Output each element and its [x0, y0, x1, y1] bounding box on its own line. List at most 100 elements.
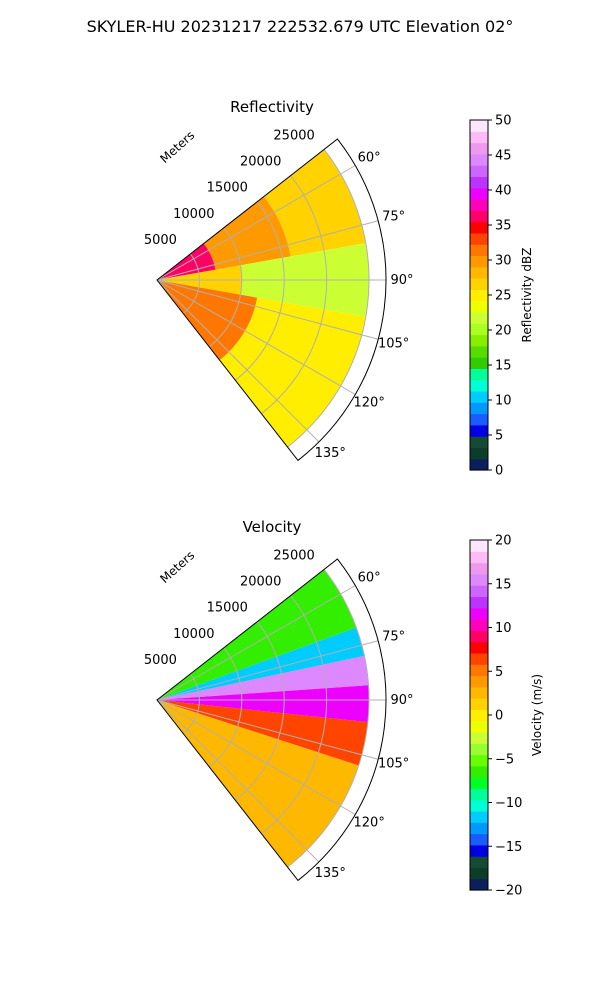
reflectivity-colorbar-tick-label: 35: [495, 219, 512, 234]
velocity-colorbar-swatch: [470, 867, 488, 880]
velocity-theta-tick-label: 90°: [390, 693, 413, 708]
reflectivity-colorbar-tick-label: 30: [495, 254, 512, 269]
velocity-theta-tick-label: 60°: [358, 571, 381, 586]
velocity-colorbar-tick-label: 10: [495, 621, 512, 636]
reflectivity-field-region: [203, 196, 291, 270]
reflectivity-radial-gridline: [156, 165, 356, 281]
reflectivity-colorbar-swatch: [470, 379, 488, 392]
velocity-colorbar-swatch: [470, 810, 488, 823]
velocity-polar-plot: 60° 75° 90° 105° 120° 135° 5000 10000 15000 20000…: [144, 548, 414, 881]
reflectivity-theta-tick-label: 90°: [390, 273, 413, 288]
velocity-radial-gridline: [156, 699, 320, 863]
reflectivity-colorbar-tick-label: 15: [495, 359, 512, 374]
velocity-colorbar-tick-label: −15: [495, 840, 522, 855]
velocity-colorbar-tick-label: 15: [495, 577, 512, 592]
reflectivity-range-ring: [287, 149, 370, 448]
reflectivity-sector-frame: [156, 138, 387, 462]
velocity-field-region: [157, 655, 369, 700]
reflectivity-colorbar-tick-label: 10: [495, 394, 512, 409]
reflectivity-field-region: [157, 243, 216, 280]
velocity-colorbar-swatch: [470, 619, 488, 631]
velocity-r-tick-label: 15000: [207, 601, 248, 616]
velocity-sector-frame: [156, 558, 387, 882]
reflectivity-r-tick-label: 20000: [240, 155, 281, 170]
reflectivity-colorbar: 0 5 10 15 20 25 30 35 40 45 50: [469, 114, 512, 479]
velocity-r-tick-label: 10000: [173, 627, 214, 642]
velocity-colorbar-swatch: [470, 562, 488, 575]
velocity-colorbar-swatch: [470, 709, 488, 722]
velocity-colorbar-swatch: [470, 573, 488, 586]
reflectivity-colorbar-swatch: [470, 458, 488, 471]
reflectivity-colorbar-swatch: [470, 153, 488, 166]
reflectivity-colorbar-swatch: [470, 187, 488, 200]
reflectivity-colorbar-swatch: [470, 176, 488, 189]
reflectivity-radial-gridline: [156, 279, 320, 443]
reflectivity-colorbar-swatch: [470, 278, 488, 290]
reflectivity-colorbar-tick-label: 40: [495, 184, 512, 199]
reflectivity-polar-plot: 60° 75° 90° 105° 120° 135° 5000 10000 15000 20000…: [144, 128, 414, 461]
reflectivity-colorbar-swatch: [470, 232, 488, 245]
reflectivity-colorbar-swatch: [470, 436, 488, 449]
velocity-colorbar-swatch: [470, 641, 488, 654]
reflectivity-colorbar-swatch: [470, 199, 488, 211]
reflectivity-range-ring: [208, 227, 243, 348]
velocity-colorbar-swatch: [470, 596, 488, 609]
velocity-r-tick-label: 5000: [144, 653, 177, 668]
reflectivity-colorbar-swatch: [470, 345, 488, 358]
reflectivity-radial-gridline: [156, 279, 379, 340]
velocity-colorbar-swatch: [470, 788, 488, 801]
reflectivity-colorbar-swatch: [470, 323, 488, 336]
velocity-colorbar-swatch: [470, 698, 488, 710]
velocity-colorbar-swatch: [470, 878, 488, 891]
velocity-colorbar-tick-label: 5: [495, 665, 503, 680]
reflectivity-theta-tick-label: 135°: [315, 446, 346, 461]
reflectivity-colorbar-swatch: [470, 244, 488, 257]
velocity-range-ring: [208, 647, 243, 768]
reflectivity-colorbar-swatch: [470, 120, 488, 132]
velocity-range-ring: [235, 621, 285, 801]
velocity-colorbar-swatch: [470, 833, 488, 846]
reflectivity-r-tick-label: 15000: [207, 181, 248, 196]
reflectivity-range-ring: [261, 175, 328, 415]
velocity-colorbar-swatch: [470, 720, 488, 733]
velocity-theta-tick-label: 135°: [315, 866, 346, 881]
reflectivity-colorbar-swatch: [470, 266, 488, 279]
reflectivity-colorbar-tick-label: 50: [495, 114, 512, 129]
velocity-colorbar-tick-label: −5: [495, 752, 514, 767]
reflectivity-colorbar-swatch: [470, 311, 488, 324]
velocity-colorbar-swatch: [470, 585, 488, 598]
velocity-colorbar-swatch: [470, 551, 488, 564]
reflectivity-colorbar-swatch: [470, 210, 488, 223]
velocity-title: Velocity: [243, 518, 302, 536]
reflectivity-colorbar-swatch: [470, 357, 488, 369]
velocity-colorbar-tick-label: 0: [495, 709, 503, 724]
reflectivity-r-tick-label: 10000: [173, 207, 214, 222]
reflectivity-colorbar-tick-label: 25: [495, 289, 512, 304]
velocity-colorbar-swatch: [470, 607, 488, 620]
reflectivity-colorbar-tick-label: 45: [495, 149, 512, 164]
reflectivity-range-ring: [182, 253, 200, 314]
reflectivity-theta-tick-label: 60°: [358, 151, 381, 166]
velocity-colorbar-swatch: [470, 754, 488, 767]
velocity-radial-gridline: [156, 699, 379, 760]
velocity-colorbar-tick-label: −10: [495, 796, 522, 811]
velocity-theta-tick-label: 105°: [378, 756, 409, 771]
velocity-radial-gridline: [156, 640, 379, 701]
reflectivity-r-tick-label: 5000: [144, 233, 177, 248]
reflectivity-r-axis-label: Meters: [157, 128, 197, 166]
reflectivity-colorbar-swatch: [470, 413, 488, 426]
reflectivity-colorbar-swatch: [470, 142, 488, 155]
reflectivity-colorbar-swatch: [470, 165, 488, 178]
velocity-colorbar-swatch: [470, 777, 488, 789]
reflectivity-field-region: [263, 149, 366, 257]
reflectivity-panel: Reflectivity 60° 75° 90° 105° 120° 135° 5000 10…: [144, 98, 534, 479]
reflectivity-colorbar-swatch: [470, 447, 488, 460]
reflectivity-theta-tick-label: 105°: [378, 336, 409, 351]
velocity-colorbar-swatch: [470, 652, 488, 665]
reflectivity-theta-tick-label: 120°: [354, 396, 385, 411]
reflectivity-theta-tick-label: 75°: [382, 210, 405, 225]
velocity-colorbar-swatch: [470, 856, 488, 869]
reflectivity-radial-gridline: [156, 220, 379, 281]
reflectivity-colorbar-swatch: [470, 390, 488, 403]
